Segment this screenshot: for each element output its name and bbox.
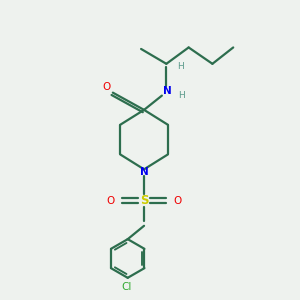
Text: H: H (178, 91, 185, 100)
Text: Cl: Cl (121, 282, 131, 292)
Text: N: N (140, 167, 148, 177)
Text: O: O (103, 82, 111, 92)
Text: H: H (177, 62, 184, 71)
Text: N: N (164, 85, 172, 96)
Text: O: O (173, 196, 182, 206)
Text: S: S (140, 194, 148, 207)
Text: O: O (106, 196, 115, 206)
